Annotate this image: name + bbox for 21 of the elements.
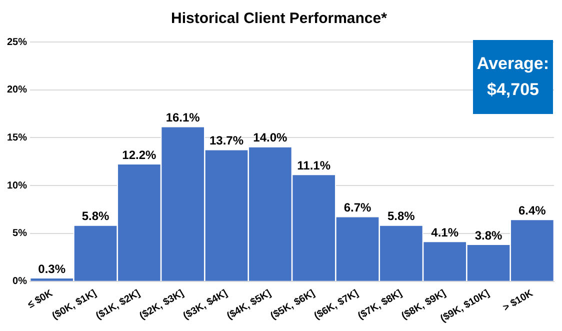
data-label: 4.1% <box>431 225 459 240</box>
data-label: 6.4% <box>518 203 546 218</box>
y-tick-label: 15% <box>7 132 28 144</box>
data-label: 6.7% <box>344 200 372 215</box>
y-tick-label: 10% <box>7 180 28 192</box>
data-label: 0.3% <box>38 262 66 276</box>
chart-title: Historical Client Performance* <box>171 10 388 28</box>
y-tick-label: 20% <box>7 84 28 96</box>
data-label: 14.0% <box>253 130 288 145</box>
y-tick-label: 0% <box>12 276 28 288</box>
annotation: Average: $4,705 <box>473 40 553 114</box>
data-label: 16.1% <box>166 110 200 125</box>
data-label: 12.2% <box>122 148 157 162</box>
y-tick-label: 5% <box>12 228 28 240</box>
data-label: 13.7% <box>209 134 244 148</box>
data-label: 5.8% <box>82 209 110 224</box>
data-label: 11.1% <box>297 158 331 172</box>
x-tick-label: ≤ $0K <box>26 288 56 311</box>
data-label: 3.8% <box>474 228 503 242</box>
y-tick-label: 25% <box>7 36 28 48</box>
data-label: 5.8% <box>387 209 416 224</box>
